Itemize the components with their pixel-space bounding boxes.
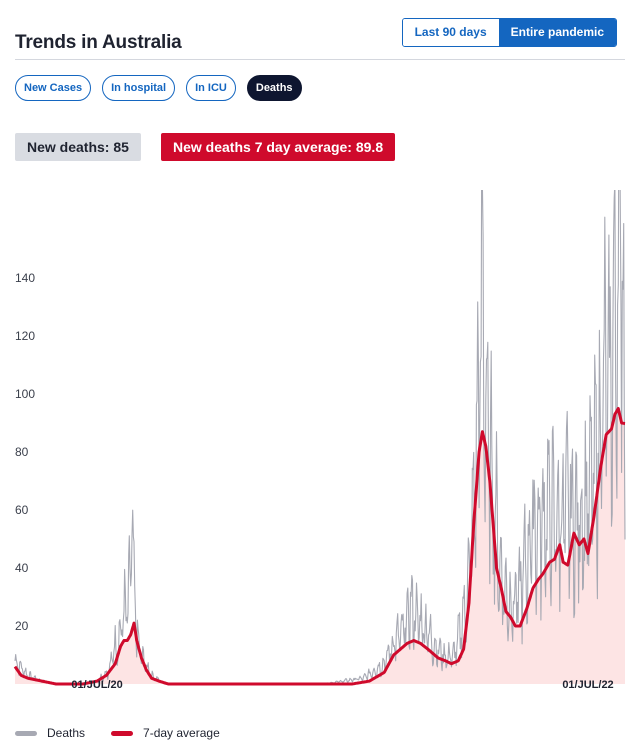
area-layer	[15, 408, 625, 684]
x-tick-label: 01/JUL/22	[562, 679, 613, 691]
tab-deaths[interactable]: Deaths	[246, 75, 302, 101]
seven-day-average-badge: New deaths 7 day average: 89.8	[161, 133, 396, 161]
x-tick-label: 01/JUL/20	[71, 679, 122, 691]
y-tick-label: 60	[15, 503, 29, 517]
header: Trends in Australia Last 90 days Entire …	[15, 18, 625, 60]
range-entire-pandemic-button[interactable]: Entire pandemic	[498, 19, 616, 46]
metric-tabs: New Cases In hospital In ICU Deaths	[15, 75, 302, 101]
y-axis: 20 40 60 80 100 120 140	[15, 271, 35, 633]
legend-label-average: 7-day average	[143, 726, 220, 740]
legend-swatch-deaths	[15, 730, 37, 736]
average-series-layer	[13, 407, 626, 686]
legend: Deaths 7-day average	[15, 726, 246, 740]
page-title: Trends in Australia	[15, 32, 182, 53]
y-tick-label: 140	[15, 271, 35, 285]
tab-in-icu[interactable]: In ICU	[186, 75, 236, 101]
legend-item-average: 7-day average	[111, 726, 220, 740]
range-last-90-days-button[interactable]: Last 90 days	[402, 19, 499, 46]
tab-in-hospital[interactable]: In hospital	[102, 75, 176, 101]
y-tick-label: 20	[15, 619, 29, 633]
average-area	[15, 408, 625, 684]
legend-label-deaths: Deaths	[47, 726, 86, 740]
tab-new-cases[interactable]: New Cases	[15, 75, 92, 101]
legend-item-deaths: Deaths	[15, 726, 85, 740]
average-line	[13, 407, 626, 686]
y-tick-label: 80	[15, 445, 29, 459]
legend-swatch-average	[111, 730, 134, 736]
range-toggle: Last 90 days Entire pandemic	[401, 18, 617, 47]
new-deaths-badge: New deaths: 85	[15, 133, 141, 161]
y-tick-label: 120	[15, 329, 35, 343]
x-axis: 01/JUL/20 01/JUL/22	[71, 679, 613, 691]
y-tick-label: 100	[15, 387, 35, 401]
y-tick-label: 40	[15, 561, 29, 575]
deaths-chart: 20 40 60 80 100 120 140 01/JUL/20 01/JUL/22	[13, 190, 626, 691]
